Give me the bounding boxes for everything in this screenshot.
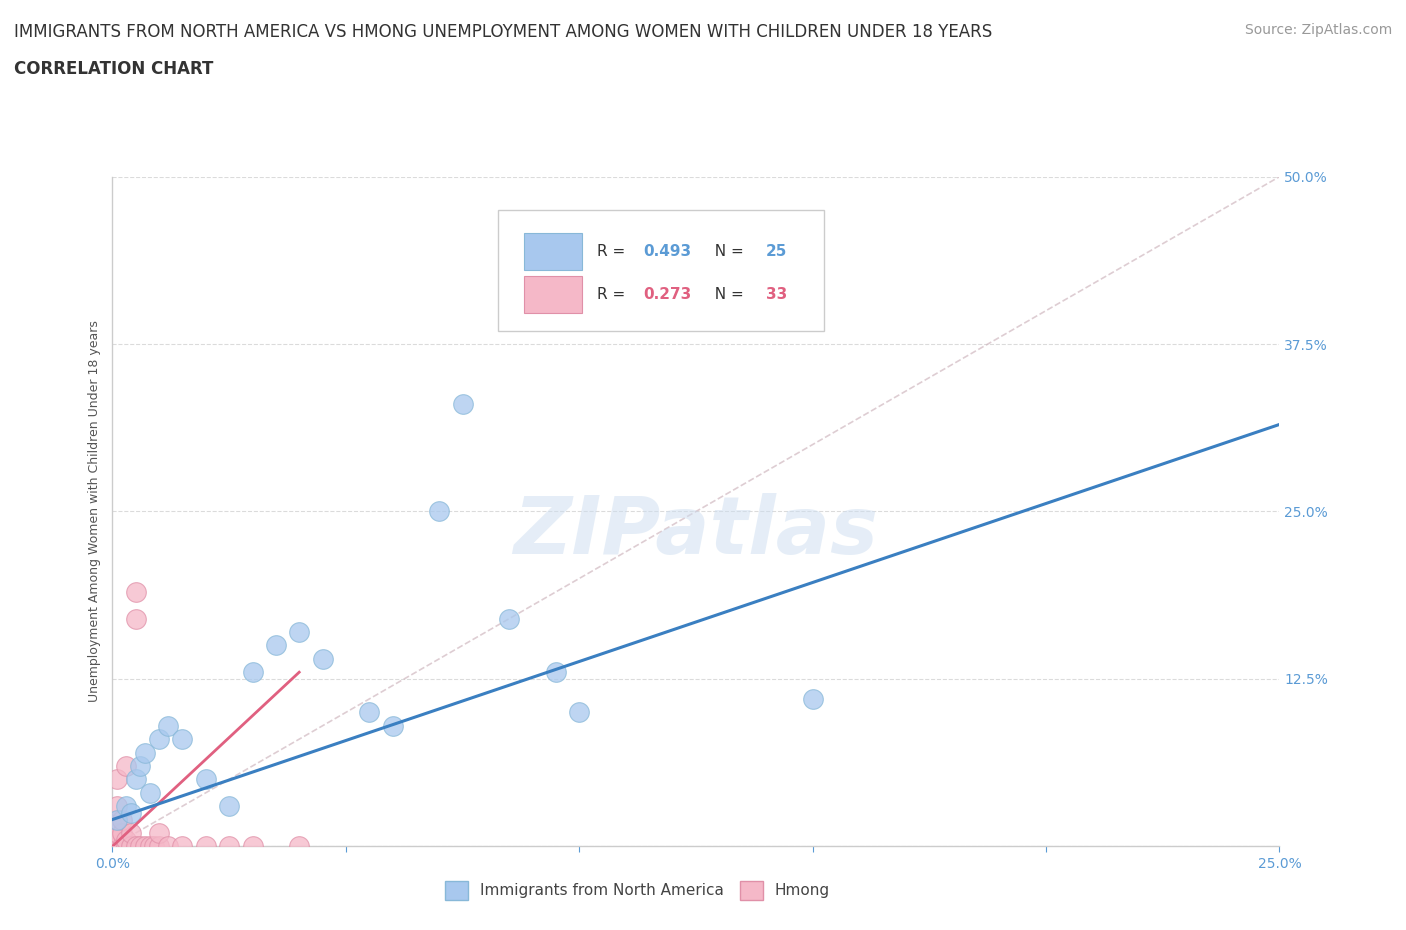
Text: IMMIGRANTS FROM NORTH AMERICA VS HMONG UNEMPLOYMENT AMONG WOMEN WITH CHILDREN UN: IMMIGRANTS FROM NORTH AMERICA VS HMONG U… bbox=[14, 23, 993, 41]
Point bbox=[139, 839, 162, 854]
Point bbox=[544, 665, 567, 680]
Point bbox=[194, 839, 217, 854]
Point bbox=[143, 839, 166, 854]
Text: R =: R = bbox=[596, 287, 630, 302]
Text: 33: 33 bbox=[766, 287, 787, 302]
Point bbox=[218, 799, 240, 814]
Point bbox=[111, 839, 134, 854]
Point bbox=[101, 826, 124, 841]
Text: Source: ZipAtlas.com: Source: ZipAtlas.com bbox=[1244, 23, 1392, 37]
Point bbox=[134, 745, 156, 760]
Point bbox=[120, 826, 142, 841]
Text: N =: N = bbox=[706, 245, 749, 259]
Text: R =: R = bbox=[596, 245, 630, 259]
Point bbox=[120, 805, 142, 820]
Point bbox=[125, 839, 148, 854]
Text: N =: N = bbox=[706, 287, 749, 302]
Point bbox=[288, 839, 311, 854]
Point bbox=[568, 705, 591, 720]
FancyBboxPatch shape bbox=[524, 232, 582, 271]
Point bbox=[134, 839, 156, 854]
Point bbox=[105, 772, 128, 787]
Point bbox=[148, 732, 170, 747]
Point bbox=[115, 759, 138, 774]
Point bbox=[172, 732, 194, 747]
Point bbox=[129, 759, 152, 774]
Point bbox=[194, 772, 217, 787]
Point bbox=[120, 839, 142, 854]
Point bbox=[381, 718, 404, 733]
Text: 25: 25 bbox=[766, 245, 787, 259]
Point bbox=[125, 611, 148, 626]
Point bbox=[709, 249, 731, 264]
Point bbox=[115, 799, 138, 814]
Point bbox=[157, 839, 180, 854]
Point bbox=[105, 832, 128, 847]
Point bbox=[218, 839, 240, 854]
Point bbox=[125, 584, 148, 599]
FancyBboxPatch shape bbox=[524, 276, 582, 313]
Point bbox=[157, 718, 180, 733]
Y-axis label: Unemployment Among Women with Children Under 18 years: Unemployment Among Women with Children U… bbox=[89, 321, 101, 702]
Legend: Immigrants from North America, Hmong: Immigrants from North America, Hmong bbox=[439, 875, 837, 906]
Point bbox=[288, 625, 311, 640]
Point bbox=[427, 504, 450, 519]
Point bbox=[801, 692, 824, 707]
Point bbox=[105, 799, 128, 814]
Point bbox=[242, 665, 264, 680]
Point bbox=[101, 832, 124, 847]
Point bbox=[105, 826, 128, 841]
Point bbox=[359, 705, 381, 720]
Point bbox=[111, 826, 134, 841]
Point bbox=[105, 812, 128, 827]
Point bbox=[115, 839, 138, 854]
Point bbox=[311, 651, 333, 666]
Point bbox=[148, 839, 170, 854]
Text: CORRELATION CHART: CORRELATION CHART bbox=[14, 60, 214, 78]
Text: ZIPatlas: ZIPatlas bbox=[513, 493, 879, 571]
Point bbox=[125, 772, 148, 787]
Point bbox=[264, 638, 287, 653]
Point bbox=[115, 832, 138, 847]
Point bbox=[105, 812, 128, 827]
Point bbox=[101, 818, 124, 833]
Point bbox=[129, 839, 152, 854]
FancyBboxPatch shape bbox=[498, 210, 824, 331]
Point bbox=[498, 611, 520, 626]
Point bbox=[148, 826, 170, 841]
Point bbox=[111, 812, 134, 827]
Text: 0.493: 0.493 bbox=[644, 245, 692, 259]
Point bbox=[101, 839, 124, 854]
Point bbox=[105, 839, 128, 854]
Point bbox=[242, 839, 264, 854]
Point bbox=[172, 839, 194, 854]
Point bbox=[139, 785, 162, 800]
Text: 0.273: 0.273 bbox=[644, 287, 692, 302]
Point bbox=[451, 397, 474, 412]
